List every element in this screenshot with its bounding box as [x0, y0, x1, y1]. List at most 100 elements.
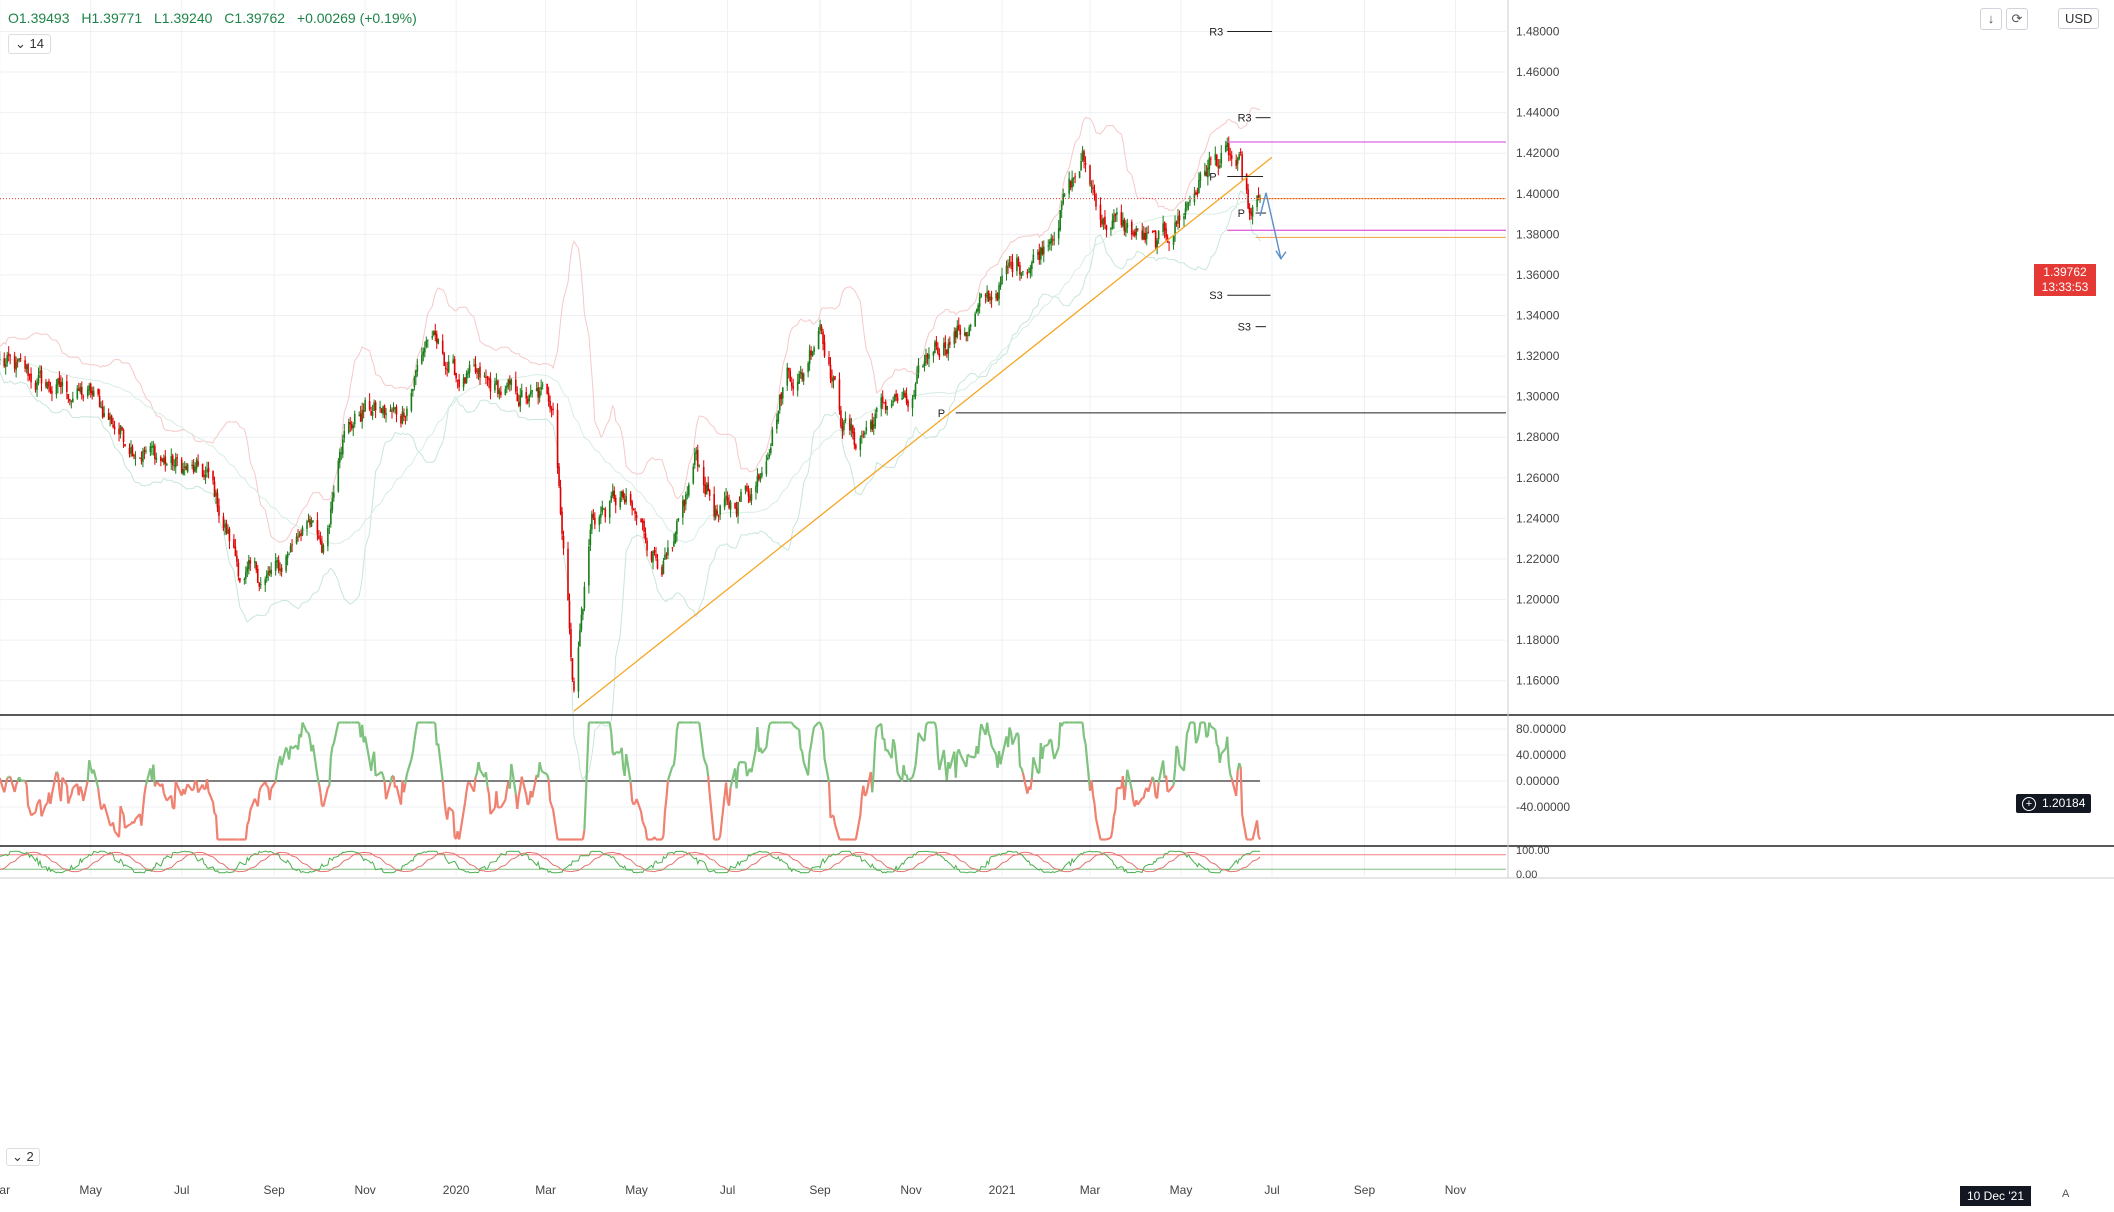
rsi-segment: [1215, 743, 1220, 748]
candle-body: [258, 582, 261, 587]
refresh-icon[interactable]: ⟳: [2006, 8, 2028, 30]
candle-body: [853, 432, 856, 446]
candle-body: [40, 370, 43, 384]
candle-body: [392, 408, 395, 411]
candle-body: [947, 343, 950, 354]
candle-body: [904, 392, 906, 397]
rsi-segment: [253, 798, 258, 803]
candle-body: [415, 370, 417, 378]
candle-body: [1207, 167, 1209, 178]
rsi-segment: [1235, 770, 1239, 796]
rsi-segment: [957, 748, 962, 755]
candle-body: [494, 383, 496, 391]
candle-body: [1226, 142, 1229, 147]
candle-body: [623, 499, 626, 503]
candle-body: [807, 363, 809, 373]
rsi-segment: [40, 803, 48, 817]
rsi-segment: [332, 722, 340, 744]
rsi-segment: [832, 815, 837, 825]
rsi-segment: [211, 802, 216, 814]
candle-body: [914, 383, 917, 397]
candle-body: [861, 435, 863, 438]
rsi-segment: [702, 757, 707, 763]
arrow-down-icon[interactable]: ↓: [1980, 8, 2002, 30]
indicator2-collapse-button[interactable]: ⌄ 2: [6, 1148, 40, 1166]
candle-body: [723, 498, 726, 508]
candle-body: [519, 395, 522, 407]
y-tick-label: 1.30000: [1516, 390, 1560, 404]
candle-body: [97, 388, 99, 395]
candle-body: [520, 390, 523, 398]
candle-body: [911, 398, 914, 409]
candle-body: [1071, 178, 1073, 188]
candle-body: [1120, 212, 1123, 226]
candle-body: [213, 481, 216, 497]
indicator-collapse-button[interactable]: ⌄ 14: [8, 34, 51, 54]
rsi-segment: [117, 805, 122, 838]
auto-scale-button[interactable]: A: [2062, 1188, 2070, 1200]
candle-body: [589, 529, 592, 546]
rsi-segment: [516, 795, 520, 810]
candle-body: [239, 577, 241, 582]
indicator-value: 14: [29, 36, 44, 51]
candle-body: [391, 410, 393, 412]
candle-body: [528, 395, 531, 401]
rsi-segment: [92, 769, 100, 789]
pivot-label: R3: [1238, 113, 1252, 125]
candle-body: [1080, 161, 1082, 171]
candle-body: [321, 541, 323, 553]
candle-body: [331, 497, 334, 510]
candle-body: [831, 377, 833, 382]
candle-body: [212, 470, 214, 481]
rsi-segment: [874, 727, 878, 741]
rsi-segment: [0, 777, 6, 793]
candle-body: [582, 608, 584, 615]
rsi-segment: [268, 788, 273, 801]
rsi-segment: [311, 744, 319, 777]
candle-body: [671, 547, 674, 549]
rsi-segment: [540, 769, 544, 773]
rsi-segment: [629, 782, 634, 802]
rsi-segment: [520, 776, 528, 796]
candle-body: [655, 554, 657, 558]
rsi-segment: [195, 781, 200, 793]
currency-button[interactable]: USD: [2058, 8, 2100, 29]
candle-body: [734, 502, 736, 509]
candle-body: [1208, 157, 1211, 170]
candle-body: [549, 400, 551, 409]
candle-body: [568, 601, 571, 629]
candle-body: [310, 521, 313, 527]
candle-body: [577, 647, 580, 692]
candle-body: [1093, 190, 1096, 193]
candle-body: [380, 408, 383, 413]
rsi-segment: [161, 783, 165, 794]
candle-body: [228, 528, 231, 542]
rsi-segment: [707, 776, 711, 794]
candle-body: [822, 331, 824, 345]
candle-body: [755, 485, 757, 493]
candle-body: [72, 398, 74, 402]
rsi-segment: [1041, 746, 1045, 760]
rsi-segment: [1043, 743, 1049, 748]
projection-arrow[interactable]: [1259, 192, 1282, 259]
candle-body: [432, 331, 435, 335]
rsi-segment: [933, 722, 938, 730]
rsi-segment: [1156, 782, 1160, 799]
candle-body: [128, 447, 131, 455]
rsi-segment: [70, 787, 74, 796]
candle-body: [486, 376, 489, 379]
crosshair-price-tag[interactable]: +1.20184: [2016, 794, 2092, 813]
rsi-segment: [447, 806, 454, 813]
rsi-segment: [1090, 779, 1095, 796]
candle-body: [88, 385, 91, 391]
candle-body: [1037, 252, 1039, 255]
trend-line[interactable]: [573, 156, 1273, 712]
plus-circle-icon[interactable]: +: [2022, 797, 2036, 811]
candle-body: [1172, 236, 1175, 245]
rsi-segment: [1126, 769, 1133, 790]
candle-body: [692, 466, 695, 484]
bar-countdown: 13:33:53: [2041, 280, 2089, 294]
candle-body: [705, 484, 708, 495]
rsi-segment: [328, 757, 332, 786]
